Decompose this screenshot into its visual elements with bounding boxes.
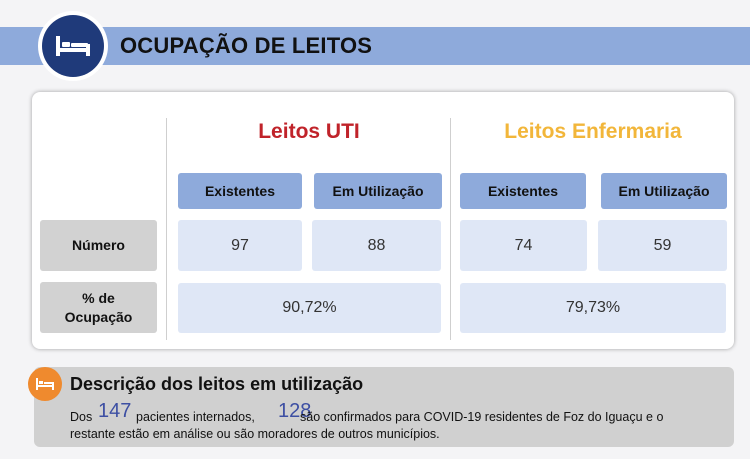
enf-em-utilizacao-header: Em Utilização [601, 173, 727, 209]
uti-em-utilizacao-value: 88 [312, 220, 441, 271]
enf-existentes-value: 74 [460, 220, 587, 271]
header-badge [38, 11, 108, 81]
bed-icon [36, 378, 54, 390]
column-divider [166, 118, 167, 340]
page-title: OCUPAÇÃO DE LEITOS [120, 33, 373, 58]
column-divider [450, 118, 451, 340]
row-header-ocupacao: % de Ocupação [40, 282, 157, 333]
description-text-dos: Dos [70, 410, 93, 424]
header-bar [0, 27, 750, 65]
description-text-line2: restante estão em análise ou são morador… [70, 427, 440, 441]
description-badge [28, 367, 62, 401]
uti-existentes-header: Existentes [178, 173, 302, 209]
row-header-ocupacao-line1: % de [82, 289, 115, 306]
description-title: Descrição dos leitos em utilização [70, 374, 364, 394]
enfermaria-group-title: Leitos Enfermaria [504, 120, 682, 143]
enf-ocupacao-value: 79,73% [460, 283, 726, 333]
row-header-ocupacao-line2: Ocupação [64, 308, 133, 325]
uti-ocupacao-value: 90,72% [178, 283, 441, 333]
uti-group-title: Leitos UTI [258, 120, 360, 143]
description-text-pacientes: pacientes internados, [136, 410, 255, 424]
description-box [34, 367, 734, 447]
header-badge-inner [42, 15, 104, 77]
row-header-numero: Número [40, 220, 157, 271]
description-text-confirmados: são confirmados para COVID-19 residentes… [300, 410, 664, 424]
enf-em-utilizacao-value: 59 [598, 220, 727, 271]
uti-em-utilizacao-header: Em Utilização [314, 173, 442, 209]
enf-existentes-header: Existentes [460, 173, 586, 209]
confirmed-count: 128 [278, 400, 312, 422]
bed-icon [56, 36, 90, 56]
uti-existentes-value: 97 [178, 220, 302, 271]
patients-count: 147 [98, 400, 132, 422]
